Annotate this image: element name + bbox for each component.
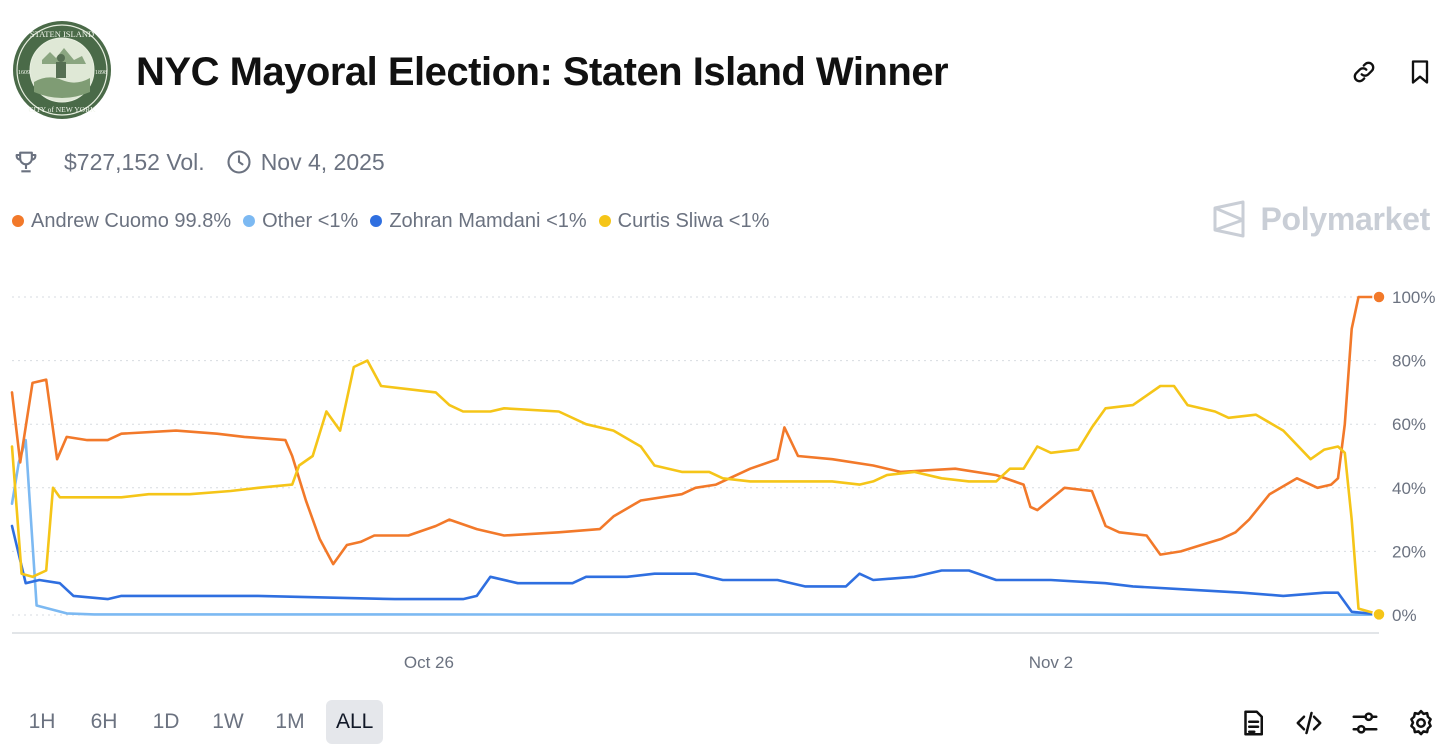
range-button-6h[interactable]: 6H [90, 710, 118, 733]
legend-name: Andrew Cuomo [31, 209, 169, 232]
y-tick-label: 0% [1392, 606, 1417, 625]
series-line-curtis-sliwa [10, 359, 1381, 616]
seal-year-right: 1898 [95, 70, 107, 76]
legend-item-curtis-sliwa: Curtis Sliwa <1% [598, 209, 770, 233]
legend-value: <1% [317, 209, 359, 232]
legend-dot [598, 215, 611, 227]
trophy-icon [15, 151, 37, 173]
range-button-all[interactable]: ALL [326, 700, 384, 744]
series-end-marker-curtis-sliwa [1372, 607, 1386, 622]
range-button-1w[interactable]: 1W [212, 710, 244, 733]
y-axis-labels: 0% 20% 40% 60% 80% 100% [1392, 288, 1435, 625]
bookmark-button[interactable] [1406, 58, 1434, 86]
price-history-chart[interactable]: 0% 20% 40% 60% 80% 100% Oct 26 Nov 2 [0, 270, 1456, 680]
series-end-marker-andrew-cuomo [1372, 290, 1386, 304]
legend-name: Zohran Mamdani [389, 209, 541, 232]
x-tick-label: Nov 2 [1029, 653, 1073, 672]
chart-settings-sliders-button[interactable] [1350, 708, 1380, 738]
brand-name: Polymarket [1260, 200, 1430, 237]
volume-text: $727,152 Vol. [64, 148, 205, 175]
y-tick-label: 40% [1392, 479, 1426, 498]
seal-year-left: 1609 [18, 70, 30, 76]
legend-item-zohran-mamdani: Zohran Mamdani <1% [370, 209, 587, 233]
seal-top-text: STATEN ISLAND [30, 29, 94, 39]
end-date-text: Nov 4, 2025 [260, 148, 385, 175]
legend-name: Curtis Sliwa [617, 209, 724, 232]
y-tick-label: 60% [1392, 415, 1426, 434]
series-line-other [10, 438, 1381, 616]
legend-value: 99.8% [174, 209, 232, 232]
x-tick-label: Oct 26 [404, 653, 454, 672]
series-line-zohran-mamdani [10, 524, 1381, 616]
time-range-selector: 1H 6H 1D 1W 1M ALL [16, 700, 393, 744]
y-tick-label: 20% [1392, 542, 1426, 561]
range-button-1h[interactable]: 1H [28, 710, 56, 733]
y-tick-label: 80% [1392, 352, 1426, 371]
legend-value: <1% [728, 209, 770, 232]
chart-gridlines [12, 296, 1379, 634]
polymarket-brand: Polymarket [1212, 200, 1430, 238]
copy-link-button[interactable] [1350, 58, 1378, 86]
legend-dot [243, 215, 256, 227]
legend-value: <1% [546, 209, 587, 232]
rules-document-button[interactable] [1238, 708, 1268, 738]
y-tick-label: 100% [1392, 288, 1435, 307]
legend-item-andrew-cuomo: Andrew Cuomo 99.8% [12, 210, 231, 233]
legend-name: Other [262, 209, 313, 232]
clock-icon [227, 150, 251, 174]
legend-dot [12, 215, 24, 227]
polymarket-logo-icon [1213, 200, 1245, 238]
range-button-1d[interactable]: 1D [152, 710, 180, 733]
legend-item-other: Other <1% [243, 210, 358, 233]
legend-dot [370, 215, 383, 227]
range-button-1m[interactable]: 1M [275, 710, 305, 733]
chart-legend: Andrew Cuomo 99.8% Other <1% Zohran Mamd… [12, 206, 781, 236]
seal-bottom-text: CITY of NEW YORK [28, 105, 96, 114]
settings-gear-button[interactable] [1406, 708, 1436, 738]
chart-series [10, 290, 1386, 622]
embed-code-button[interactable] [1294, 708, 1324, 738]
x-axis-labels: Oct 26 Nov 2 [404, 653, 1073, 672]
page-title: NYC Mayoral Election: Staten Island Winn… [136, 50, 949, 94]
market-meta: $727,152 Vol. Nov 4, 2025 [12, 146, 385, 178]
series-line-andrew-cuomo [10, 295, 1381, 566]
staten-island-seal-logo: STATEN ISLAND CITY of NEW YORK 1609 1898 [13, 21, 111, 119]
